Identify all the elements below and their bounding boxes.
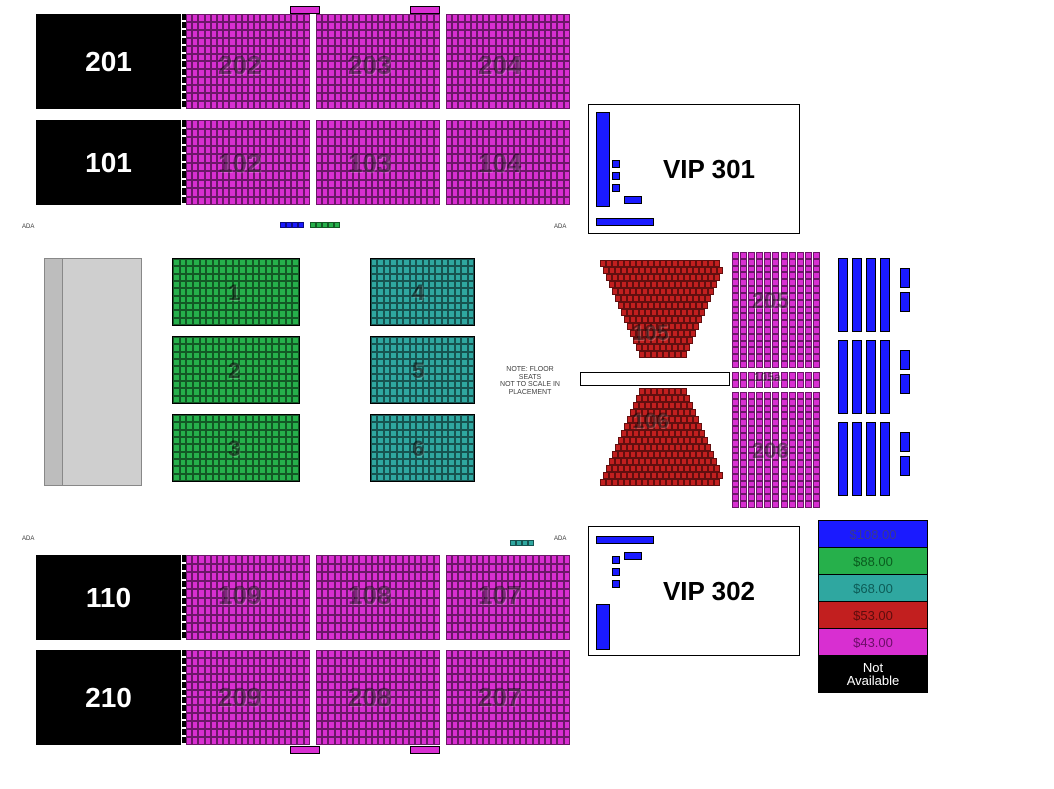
vip-seat-accent — [596, 604, 610, 650]
tab-accent — [410, 6, 440, 14]
tab-accent — [290, 6, 320, 14]
ada-marker: ADA — [554, 536, 566, 542]
legend-row-5: NotAvailable — [818, 655, 928, 693]
section-106[interactable] — [600, 388, 723, 486]
vip-seat-accent — [596, 536, 654, 544]
section-209[interactable] — [186, 650, 310, 745]
section-102[interactable] — [186, 120, 310, 205]
tab-accent — [290, 746, 320, 754]
section-VIP-302[interactable]: VIP 302 — [588, 526, 800, 656]
section-105a[interactable] — [732, 372, 820, 388]
vip-seat-accent — [612, 160, 620, 168]
blue-bar-group[interactable] — [838, 258, 890, 332]
blue-bar-group[interactable] — [838, 422, 890, 496]
price-legend: $108.00$88.00$68.00$53.00$43.00NotAvaila… — [818, 520, 928, 692]
floor-3[interactable] — [172, 414, 300, 482]
legend-row-0: $108.00 — [818, 520, 928, 548]
accessible-seats[interactable] — [280, 222, 304, 228]
floor-2[interactable] — [172, 336, 300, 404]
section-201: 201 — [36, 14, 181, 109]
blue-bar-group[interactable] — [900, 292, 910, 312]
section-208[interactable] — [316, 650, 440, 745]
vip-seat-accent — [612, 184, 620, 192]
stage-inner — [62, 258, 142, 486]
legend-row-1: $88.00 — [818, 547, 928, 575]
section-103[interactable] — [316, 120, 440, 205]
vip-seat-accent — [612, 556, 620, 564]
section-202[interactable] — [186, 14, 310, 109]
vip-seat-accent — [612, 172, 620, 180]
blue-bar-group[interactable] — [838, 340, 890, 414]
legend-row-3: $53.00 — [818, 601, 928, 629]
ada-marker: ADA — [22, 224, 34, 230]
vip-seat-accent — [612, 580, 620, 588]
section-109[interactable] — [186, 555, 310, 640]
section-205[interactable] — [732, 252, 820, 368]
section-203[interactable] — [316, 14, 440, 109]
floor-6[interactable] — [370, 414, 475, 482]
section-210: 210 — [36, 650, 181, 745]
legend-row-2: $68.00 — [818, 574, 928, 602]
floor-1[interactable] — [172, 258, 300, 326]
section-104[interactable] — [446, 120, 570, 205]
tab-accent — [410, 746, 440, 754]
accessible-seats[interactable] — [510, 540, 534, 546]
blue-bar-group[interactable] — [900, 350, 910, 370]
floor-4[interactable] — [370, 258, 475, 326]
section-107[interactable] — [446, 555, 570, 640]
blue-bar-group[interactable] — [900, 456, 910, 476]
section-110: 110 — [36, 555, 181, 640]
vip-seat-accent — [612, 568, 620, 576]
section-204[interactable] — [446, 14, 570, 109]
vip-seat-accent — [596, 112, 610, 207]
vip-seat-accent — [596, 218, 654, 226]
accessible-seats[interactable] — [310, 222, 340, 228]
vip-seat-accent — [624, 552, 642, 560]
legend-row-4: $43.00 — [818, 628, 928, 656]
section-206[interactable] — [732, 392, 820, 508]
section-VIP-301[interactable]: VIP 301 — [588, 104, 800, 234]
section-108[interactable] — [316, 555, 440, 640]
blue-bar-group[interactable] — [900, 432, 910, 452]
floor-note: NOTE: FLOOR SEATSNOT TO SCALE INPLACEMEN… — [495, 366, 565, 397]
aisle-divider — [580, 372, 730, 386]
ada-marker: ADA — [22, 536, 34, 542]
section-207[interactable] — [446, 650, 570, 745]
blue-bar-group[interactable] — [900, 268, 910, 288]
floor-5[interactable] — [370, 336, 475, 404]
section-101: 101 — [36, 120, 181, 205]
section-105[interactable] — [600, 260, 723, 358]
vip-seat-accent — [624, 196, 642, 204]
ada-marker: ADA — [554, 224, 566, 230]
blue-bar-group[interactable] — [900, 374, 910, 394]
